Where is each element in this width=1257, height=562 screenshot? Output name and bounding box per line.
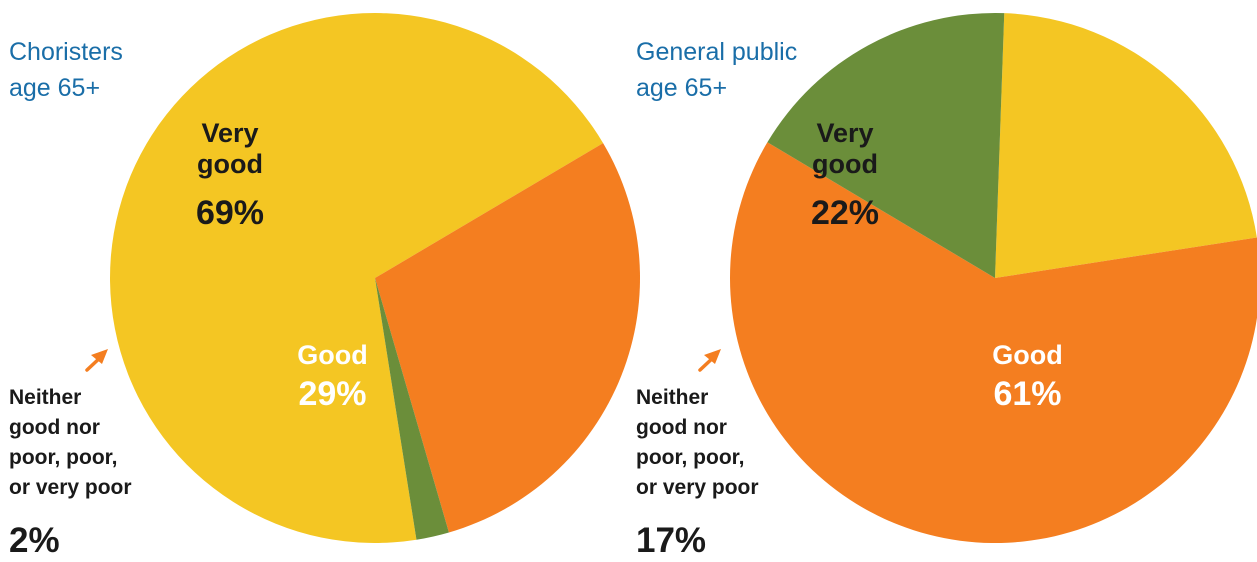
label-very-good-choristers: Very good: [197, 118, 263, 179]
pie-slice-good: [375, 143, 641, 533]
label-good-choristers: Good: [297, 340, 368, 370]
value-good-choristers: 29%: [298, 375, 367, 413]
pie-slice-very-good: [110, 13, 604, 544]
pie-slice-very-good: [995, 13, 1257, 278]
value-neither-general-public: 17%: [636, 521, 707, 560]
value-very-good-choristers: 69%: [195, 194, 265, 232]
arrow-icon-right: [698, 349, 721, 372]
value-neither-choristers: 2%: [9, 521, 60, 560]
pie-general-public: [730, 12, 1257, 543]
pie-choristers: [110, 13, 641, 544]
arrow-icon-left: [85, 349, 108, 372]
pie-slice-neither: [767, 12, 1005, 278]
value-good-general-public: 61%: [993, 375, 1062, 413]
chart-title-general-public: General public age 65+: [636, 38, 798, 102]
label-neither-general-public: Neither good nor poor, poor, or very poo…: [636, 386, 759, 499]
value-very-good-general-public: 22%: [810, 194, 880, 232]
label-neither-choristers: Neither good nor poor, poor, or very poo…: [9, 386, 132, 499]
pie-slice-good: [730, 142, 1257, 543]
label-good-general-public: Good: [992, 340, 1063, 370]
chart-title-choristers: Choristers age 65+: [9, 38, 123, 102]
pie-slice-neither: [375, 278, 449, 540]
label-very-good-general-public: Very good: [812, 118, 878, 179]
